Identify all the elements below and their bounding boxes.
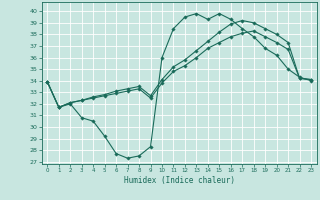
X-axis label: Humidex (Indice chaleur): Humidex (Indice chaleur) (124, 176, 235, 185)
